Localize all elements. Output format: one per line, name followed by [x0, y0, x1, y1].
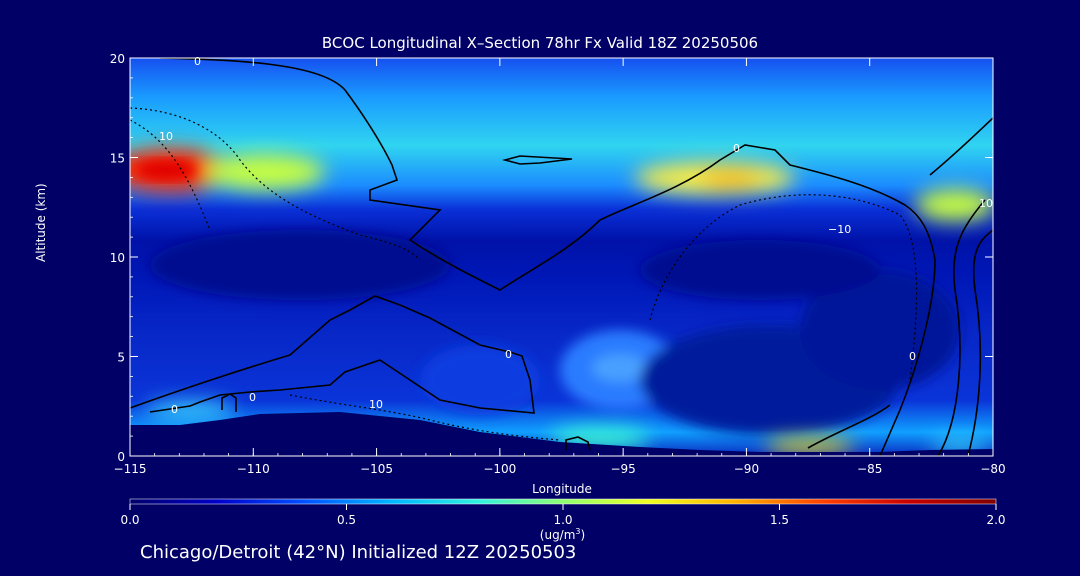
colorbar — [129, 498, 997, 505]
y-tick-label: 0 — [117, 450, 125, 464]
contour-label: 0 — [194, 55, 201, 68]
colorbar-ticks: 0.0 0.5 1.0 1.5 2.0 — [120, 504, 1006, 527]
contour-label: 10 — [979, 197, 993, 210]
colorbar-tick-label: 0.0 — [120, 513, 139, 527]
colorbar-tick-label: 1.0 — [553, 513, 572, 527]
y-tick-label: 20 — [110, 52, 125, 66]
terrain-mask — [130, 412, 993, 456]
contour-label: 0 — [249, 391, 256, 404]
x-tick-label: −105 — [360, 462, 393, 476]
y-tick-label: 15 — [110, 152, 125, 166]
contour-lines — [130, 58, 993, 456]
units-close: ) — [580, 528, 586, 542]
y-tick-label: 10 — [110, 251, 125, 265]
colorbar-tick-label: 2.0 — [986, 513, 1005, 527]
contour-label: 0 — [505, 348, 512, 361]
contour-label: 10 — [369, 398, 383, 411]
contour-label: 0 — [909, 350, 916, 363]
chart-title: BCOC Longitudinal X–Section 78hr Fx Vali… — [321, 34, 759, 52]
x-tick-label: −100 — [483, 462, 516, 476]
x-tick-label: −90 — [734, 462, 759, 476]
y-axis-label: Altitude (km) — [34, 183, 48, 262]
units-text: (ug/m — [539, 528, 576, 542]
footer-caption: Chicago/Detroit (42°N) Initialized 12Z 2… — [140, 542, 577, 563]
contour-label: 0 — [171, 403, 178, 416]
contour-label: −10 — [828, 223, 851, 236]
dotted-contour-lines — [130, 107, 918, 441]
y-tick-label: 5 — [117, 351, 125, 365]
x-tick-label: −115 — [114, 462, 147, 476]
contour-label: 10 — [159, 130, 173, 143]
contour-label: 0 — [733, 142, 740, 155]
concentration-field — [130, 58, 993, 456]
colorbar-units: (ug/m3) — [500, 527, 625, 542]
x-tick-label: −85 — [857, 462, 882, 476]
x-tick-label: −80 — [980, 462, 1005, 476]
x-tick-label: −110 — [237, 462, 270, 476]
contour-labels: 0 10 0 0 10 0 0 −10 10 0 — [159, 55, 993, 416]
x-tick-label: −95 — [610, 462, 635, 476]
x-axis-label: Longitude — [532, 482, 592, 496]
colorbar-tick-label: 0.5 — [337, 513, 356, 527]
colorbar-tick-label: 1.5 — [770, 513, 789, 527]
units-superscript: 3 — [575, 527, 581, 536]
